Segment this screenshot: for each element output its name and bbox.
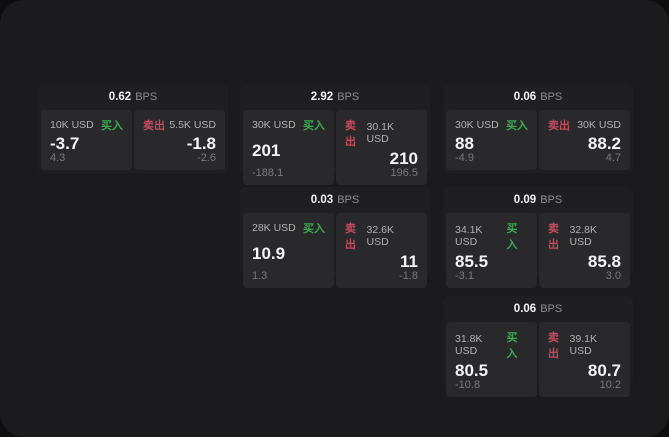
sell-price: 210 (389, 149, 418, 168)
sell-tile[interactable]: 卖出 32.8K USD 85.8 3.0 (539, 213, 630, 288)
bps-unit-label: BPS (540, 303, 563, 315)
quote-body: 34.1K USD 买入 85.5 -3.1 卖出 32.8K USD 85.8… (443, 213, 633, 291)
buy-price: 201 (252, 141, 281, 160)
buy-price: 88 (455, 133, 474, 153)
bps-unit-label: BPS (540, 91, 563, 103)
bps-header: 0.62 BPS (38, 84, 228, 110)
buy-size: 34.1K USD (455, 224, 483, 248)
buy-price: -3.7 (50, 133, 80, 153)
buy-delta: -4.9 (455, 152, 474, 164)
buy-size: 31.8K USD (455, 333, 483, 357)
buy-size: 30K USD (455, 119, 499, 131)
quote-body: 10K USD 买入 -3.7 4.3 卖出 5.5K USD -1.8 -2.… (38, 110, 228, 173)
buy-size: 30K USD (252, 119, 296, 131)
sell-size: 30.1K USD (366, 121, 394, 145)
quote-card: 0.06 BPS 30K USD 买入 88 -4.9 卖出 30K USD 8… (443, 84, 633, 173)
quote-body: 30K USD 买入 88 -4.9 卖出 30K USD 88.2 4.7 (443, 110, 633, 173)
buy-tile[interactable]: 31.8K USD 买入 80.5 -10.8 (446, 322, 537, 397)
sell-side-label: 卖出 (345, 120, 356, 148)
bps-value: 0.62 (108, 91, 132, 103)
sell-side-label: 卖出 (548, 332, 559, 360)
sell-tile[interactable]: 卖出 32.6K USD 11 -1.8 (336, 213, 427, 288)
bps-header: 2.92 BPS (240, 84, 430, 110)
sell-size: 32.8K USD (569, 224, 597, 248)
bps-header: 0.09 BPS (443, 187, 633, 213)
buy-delta: -3.1 (455, 270, 474, 282)
sell-delta: -1.8 (399, 270, 418, 282)
buy-price: 10.9 (252, 244, 286, 263)
buy-price: 85.5 (455, 252, 489, 271)
buy-size: 28K USD (252, 222, 296, 234)
buy-delta: -10.8 (455, 379, 481, 391)
quote-body: 28K USD 买入 10.9 1.3 卖出 32.6K USD 11 -1.8 (240, 213, 430, 291)
bps-value: 0.06 (513, 303, 537, 315)
buy-side-label: 买入 (303, 223, 325, 235)
sell-price: -1.8 (186, 133, 216, 153)
sell-side-label: 卖出 (143, 120, 165, 132)
sell-delta: 4.7 (605, 152, 621, 164)
sell-size: 39.1K USD (569, 333, 597, 357)
sell-delta: 196.5 (390, 167, 418, 179)
buy-size: 10K USD (50, 119, 94, 131)
quote-body: 30K USD 买入 201 -188.1 卖出 30.1K USD 210 1… (240, 110, 430, 188)
sell-side-label: 卖出 (548, 223, 559, 251)
bps-unit-label: BPS (337, 194, 360, 206)
buy-price: 80.5 (455, 361, 489, 380)
buy-delta: -188.1 (252, 167, 284, 179)
quote-card: 2.92 BPS 30K USD 买入 201 -188.1 卖出 30.1K … (240, 84, 430, 185)
bps-value: 2.92 (310, 91, 334, 103)
bps-header: 0.06 BPS (443, 84, 633, 110)
bps-value: 0.06 (513, 91, 537, 103)
bps-header: 0.03 BPS (240, 187, 430, 213)
buy-tile[interactable]: 10K USD 买入 -3.7 4.3 (41, 110, 132, 170)
bps-unit-label: BPS (540, 194, 563, 206)
buy-delta: 4.3 (50, 152, 66, 164)
buy-tile[interactable]: 34.1K USD 买入 85.5 -3.1 (446, 213, 537, 288)
sell-delta: 3.0 (605, 270, 621, 282)
quote-card: 0.06 BPS 31.8K USD 买入 80.5 -10.8 卖出 39.1… (443, 296, 633, 397)
buy-side-label: 买入 (506, 223, 518, 251)
buy-tile[interactable]: 30K USD 买入 88 -4.9 (446, 110, 537, 170)
sell-price: 11 (400, 252, 418, 271)
buy-side-label: 买入 (506, 332, 518, 360)
sell-size: 30K USD (577, 119, 621, 131)
bps-header: 0.06 BPS (443, 296, 633, 322)
sell-tile[interactable]: 卖出 30.1K USD 210 196.5 (336, 110, 427, 185)
bps-value: 0.09 (513, 194, 537, 206)
bps-value: 0.03 (310, 194, 334, 206)
quote-card: 0.03 BPS 28K USD 买入 10.9 1.3 卖出 32.6K US… (240, 187, 430, 288)
sell-tile[interactable]: 卖出 30K USD 88.2 4.7 (539, 110, 630, 170)
sell-size: 32.6K USD (366, 224, 394, 248)
bps-unit-label: BPS (337, 91, 360, 103)
sell-tile[interactable]: 卖出 39.1K USD 80.7 10.2 (539, 322, 630, 397)
sell-size: 5.5K USD (169, 119, 216, 131)
sell-side-label: 卖出 (345, 223, 356, 251)
quote-body: 31.8K USD 买入 80.5 -10.8 卖出 39.1K USD 80.… (443, 322, 633, 400)
quote-card: 0.09 BPS 34.1K USD 买入 85.5 -3.1 卖出 32.8K… (443, 187, 633, 288)
buy-tile[interactable]: 30K USD 买入 201 -188.1 (243, 110, 334, 185)
quote-card: 0.62 BPS 10K USD 买入 -3.7 4.3 卖出 5.5K USD… (38, 84, 228, 173)
buy-tile[interactable]: 28K USD 买入 10.9 1.3 (243, 213, 334, 288)
buy-side-label: 买入 (506, 120, 528, 132)
bps-unit-label: BPS (135, 91, 158, 103)
buy-side-label: 买入 (101, 120, 123, 132)
buy-side-label: 买入 (303, 120, 325, 132)
sell-price: 88.2 (587, 133, 621, 153)
sell-delta: -2.6 (197, 152, 216, 164)
sell-side-label: 卖出 (548, 120, 570, 132)
sell-price: 80.7 (587, 361, 621, 380)
buy-delta: 1.3 (252, 270, 268, 282)
sell-delta: 10.2 (599, 379, 621, 391)
sell-price: 85.8 (587, 252, 621, 271)
sell-tile[interactable]: 卖出 5.5K USD -1.8 -2.6 (134, 110, 225, 170)
